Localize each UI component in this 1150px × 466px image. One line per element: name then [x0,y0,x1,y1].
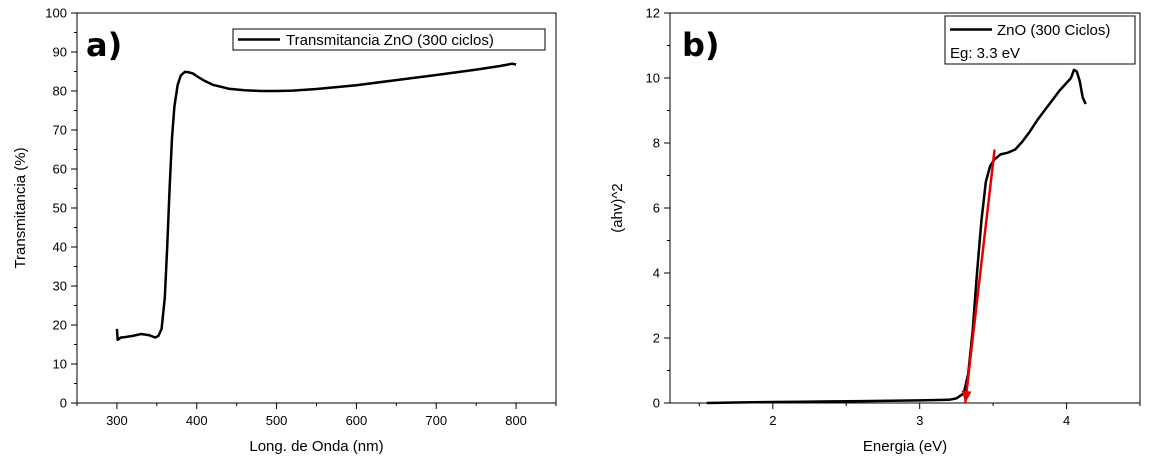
chart-b-x-ticks: 2 3 4 [698,403,1141,428]
x-tick-label: 800 [505,413,527,428]
x-tick-label: 700 [425,413,447,428]
chart-a-panel-label: a) [86,26,122,64]
x-tick-label: 400 [186,413,208,428]
y-tick-label: 0 [60,396,67,411]
chart-b-x-axis-label: Energia (eV) [863,438,947,455]
y-tick-label: 10 [646,71,660,86]
band-gap-tangent-line [963,149,996,404]
y-tick-label: 10 [53,357,67,372]
chart-b-y-axis-label: (ahv)^2 [609,183,626,233]
y-tick-label: 40 [53,240,67,255]
y-tick-label: 90 [53,45,67,60]
chart-a-legend-box [232,28,546,51]
x-tick-label: 3 [916,413,923,428]
y-tick-label: 4 [653,266,660,281]
y-tick-label: 8 [653,136,660,151]
y-tick-label: 30 [53,279,67,294]
y-tick-label: 2 [653,331,660,346]
chart-b-legend-entry-gap: Eg: 3.3 eV [950,45,1020,62]
chart-a-transmittance: 300 400 500 600 700 800 0 10 20 30 40 50 60 70 80 90 10… [12,6,557,455]
chart-a-y-axis-label: Transmitancia (%) [12,147,29,268]
chart-b-tauc-plot: 2 3 4 0 2 4 6 8 10 12 b) Energia (eV) (ahv)^2 Zn… [609,6,1141,455]
chart-b-legend: ZnO (300 Ciclos) Eg: 3.3 eV [944,15,1136,65]
chart-a-legend-entry: Transmitancia ZnO (300 ciclos) [286,32,494,49]
chart-b-panel-label: b) [682,26,720,64]
chart-a-plot-frame [76,12,557,404]
y-tick-label: 60 [53,162,67,177]
x-tick-label: 300 [106,413,128,428]
series-line [706,68,1087,405]
chart-b-y-ticks: 0 2 4 6 8 10 12 [646,6,670,411]
y-tick-label: 50 [53,201,67,216]
y-tick-label: 20 [53,318,67,333]
x-tick-label: 4 [1063,413,1070,428]
chart-a-x-axis-label: Long. de Onda (nm) [249,438,383,455]
x-tick-label: 500 [266,413,288,428]
y-tick-label: 0 [653,396,660,411]
series-line [115,62,517,342]
y-tick-label: 80 [53,84,67,99]
chart-a-series [115,62,517,342]
x-tick-label: 2 [769,413,776,428]
chart-a-y-ticks: 0 10 20 30 40 50 60 70 80 90 100 [45,6,77,411]
chart-b-legend-entry-series: ZnO (300 Ciclos) [997,22,1110,39]
x-tick-label: 600 [346,413,368,428]
chart-a-x-ticks: 300 400 500 600 700 800 [76,403,557,428]
y-tick-label: 12 [646,6,660,21]
y-tick-label: 6 [653,201,660,216]
chart-a-legend: Transmitancia ZnO (300 ciclos) [232,28,546,51]
chart-b-series [706,68,1087,405]
chart-b-legend-box [944,15,1136,65]
band-gap-arrowhead [961,390,972,403]
chart-b-plot-frame [669,12,1141,404]
y-tick-label: 70 [53,123,67,138]
y-tick-label: 100 [45,6,67,21]
